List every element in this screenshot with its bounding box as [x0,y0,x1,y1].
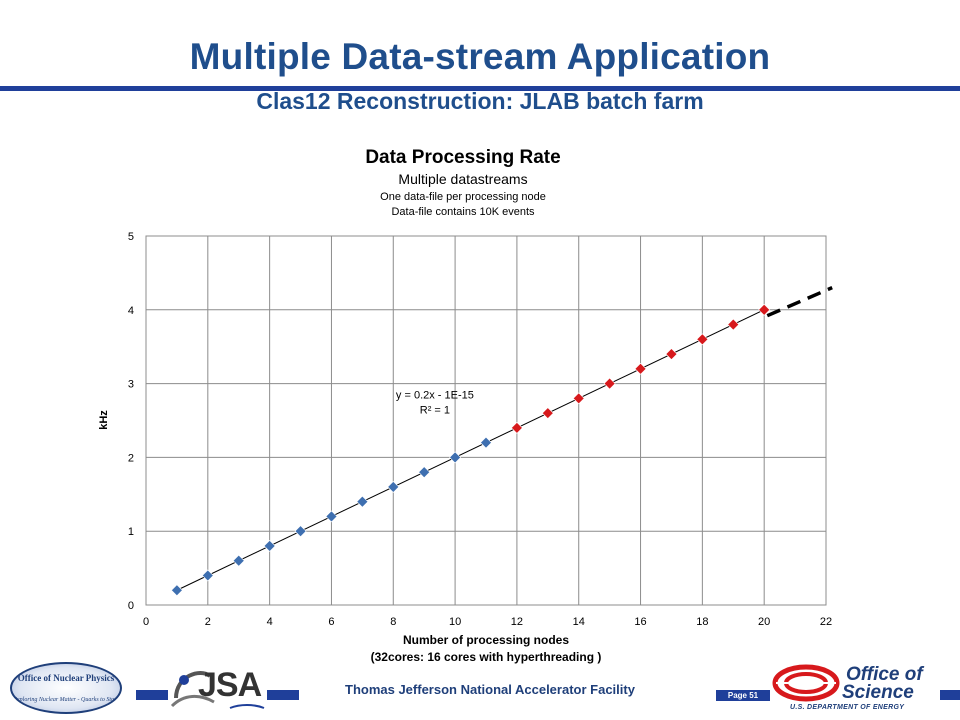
chart-title: Data Processing Rate [365,147,560,168]
x-tick-label: 22 [820,616,832,628]
jsa-logo-text: JSA [198,666,262,704]
data-point [541,407,554,420]
y-tick-label: 4 [128,305,134,317]
data-point [572,392,585,405]
footer-organization: Thomas Jefferson National Accelerator Fa… [345,682,635,697]
data-point [201,569,214,582]
trendline-r-squared: R² = 1 [420,405,450,417]
x-tick-label: 8 [390,616,396,628]
chart-subtitle-3: Data-file contains 10K events [391,206,535,218]
science-atom-icon [772,664,840,702]
science-text: Science [842,682,914,703]
data-point [263,540,276,552]
doe-office-of-science-logo: Office of Science U.S. DEPARTMENT OF ENE… [772,662,952,714]
y-tick-label: 5 [128,231,134,243]
data-point [294,525,307,538]
x-tick-label: 10 [449,616,461,628]
data-point [665,348,678,361]
x-tick-label: 12 [511,616,523,628]
data-point [418,466,431,479]
data-point [603,377,616,390]
data-point [696,333,709,346]
x-tick-label: 0 [143,616,149,628]
data-point [325,510,338,523]
x-tick-label: 18 [696,616,708,628]
y-tick-label: 0 [128,600,134,612]
data-point [727,318,740,331]
nuclear-physics-logo-text: Office of Nuclear Physics [17,673,115,683]
data-point [480,436,492,449]
y-axis-label: kHz [98,410,110,430]
x-tick-label: 2 [205,616,211,628]
slide-subtitle: Clas12 Reconstruction: JLAB batch farm [256,88,704,114]
footer-bar-right [940,690,960,700]
nuclear-physics-logo-tagline: Exploring Nuclear Matter - Quarks to Sta… [13,697,119,703]
data-point [634,362,647,375]
footer-bar-left [136,690,168,700]
slide-title: Multiple Data-stream Application [189,36,771,77]
y-tick-label: 1 [128,526,134,538]
data-point [232,554,245,567]
y-tick-label: 2 [128,452,134,464]
footer-bar-center [267,690,299,700]
chart-subtitle-1: Multiple datastreams [398,171,527,187]
data-point [387,480,400,493]
trendline [176,309,765,591]
data-point [510,421,523,434]
data-point [170,584,183,597]
y-tick-label: 3 [128,379,134,391]
jsa-swoosh-icon [170,670,265,709]
office-of-nuclear-physics-logo: Office of Nuclear Physics Exploring Nucl… [10,662,122,714]
chart-subtitle-2: One data-file per processing node [380,191,546,203]
jsa-logo: JSA [170,664,270,714]
x-axis-label-1: Number of processing nodes [403,633,569,647]
office-of-text: Office of [846,664,923,685]
extrapolation-line [766,286,833,318]
department-of-energy-text: U.S. DEPARTMENT OF ENERGY [790,704,905,711]
x-tick-label: 4 [267,616,273,628]
data-point [449,451,462,464]
x-axis-label-2: (32cores: 16 cores with hyperthreading ) [371,650,602,664]
plot-area [145,235,827,606]
x-tick-label: 20 [758,616,770,628]
x-tick-label: 6 [328,616,334,628]
data-point [356,495,369,508]
x-tick-label: 14 [573,616,585,628]
data-point [758,303,771,316]
x-tick-label: 16 [634,616,646,628]
trendline-equation: y = 0.2x - 1E-15 [396,390,474,402]
title-divider [0,86,960,91]
page-number: Page 51 [716,690,770,701]
